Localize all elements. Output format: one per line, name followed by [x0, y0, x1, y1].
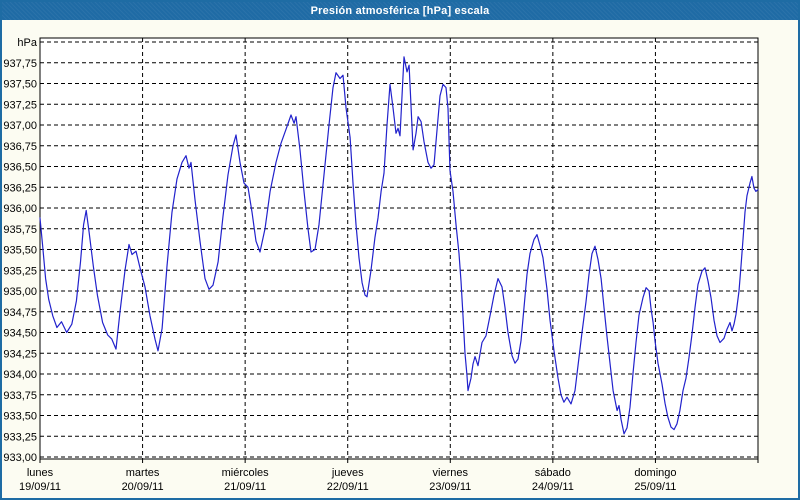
x-day-label: jueves	[331, 467, 364, 479]
chart-title-bar: Presión atmosférica [hPa] escala	[2, 2, 798, 20]
y-tick-label: 937,50	[3, 79, 37, 91]
y-tick-label: 935,00	[3, 286, 37, 298]
x-date-label: 23/09/11	[429, 481, 471, 493]
y-tick-label: 933,25	[3, 431, 37, 443]
y-tick-label: 936,00	[3, 203, 37, 215]
x-day-label: martes	[126, 467, 160, 479]
x-date-label: 20/09/11	[122, 481, 164, 493]
pressure-line-chart: hPa 937,75 937,50 937,25 937,00 936,75 936,50 9…	[3, 37, 759, 493]
x-day-label: sábado	[535, 467, 571, 479]
y-tick-label: 933,00	[3, 452, 37, 464]
x-day-label: miércoles	[222, 467, 270, 479]
chart-area: hPa 937,75 937,50 937,25 937,00 936,75 936,50 9…	[2, 20, 798, 498]
y-tick-label: 935,25	[3, 265, 37, 277]
y-tick-label: 933,75	[3, 390, 37, 402]
x-day-label: viernes	[433, 467, 469, 479]
y-tick-label: 933,50	[3, 411, 37, 423]
y-tick-label: 936,25	[3, 182, 37, 194]
plot-frame	[39, 37, 759, 460]
y-tick-label: 935,50	[3, 245, 37, 257]
chart-title: Presión atmosférica [hPa] escala	[310, 5, 490, 17]
y-tick-label: 936,50	[3, 162, 37, 174]
x-day-label: domingo	[634, 467, 676, 479]
grid-horizontal	[40, 41, 758, 458]
x-date-label: 19/09/11	[19, 481, 61, 493]
y-axis-unit-label: hPa	[17, 37, 37, 49]
x-date-label: 21/09/11	[224, 481, 266, 493]
y-tick-label: 937,75	[3, 58, 37, 70]
pressure-series-line	[39, 56, 759, 435]
x-date-label: 22/09/11	[327, 481, 369, 493]
x-day-label: lunes	[27, 467, 54, 479]
y-axis-labels: hPa 937,75 937,50 937,25 937,00 936,75 936,50 9…	[3, 37, 38, 464]
y-tick-label: 934,00	[3, 369, 37, 381]
y-tick-label: 936,75	[3, 141, 37, 153]
y-tick-label: 934,50	[3, 328, 37, 340]
y-tick-label: 935,75	[3, 224, 37, 236]
x-axis-ticks	[39, 459, 759, 463]
x-date-label: 25/09/11	[634, 481, 676, 493]
x-date-label: 24/09/11	[532, 481, 574, 493]
x-axis-labels: lunes 19/09/11 martes 20/09/11 miércoles 21/0…	[19, 467, 677, 493]
y-tick-label: 937,25	[3, 99, 37, 111]
grid-vertical	[142, 38, 656, 459]
y-tick-label: 934,75	[3, 307, 37, 319]
y-tick-label: 937,00	[3, 120, 37, 132]
y-tick-label: 934,25	[3, 348, 37, 360]
